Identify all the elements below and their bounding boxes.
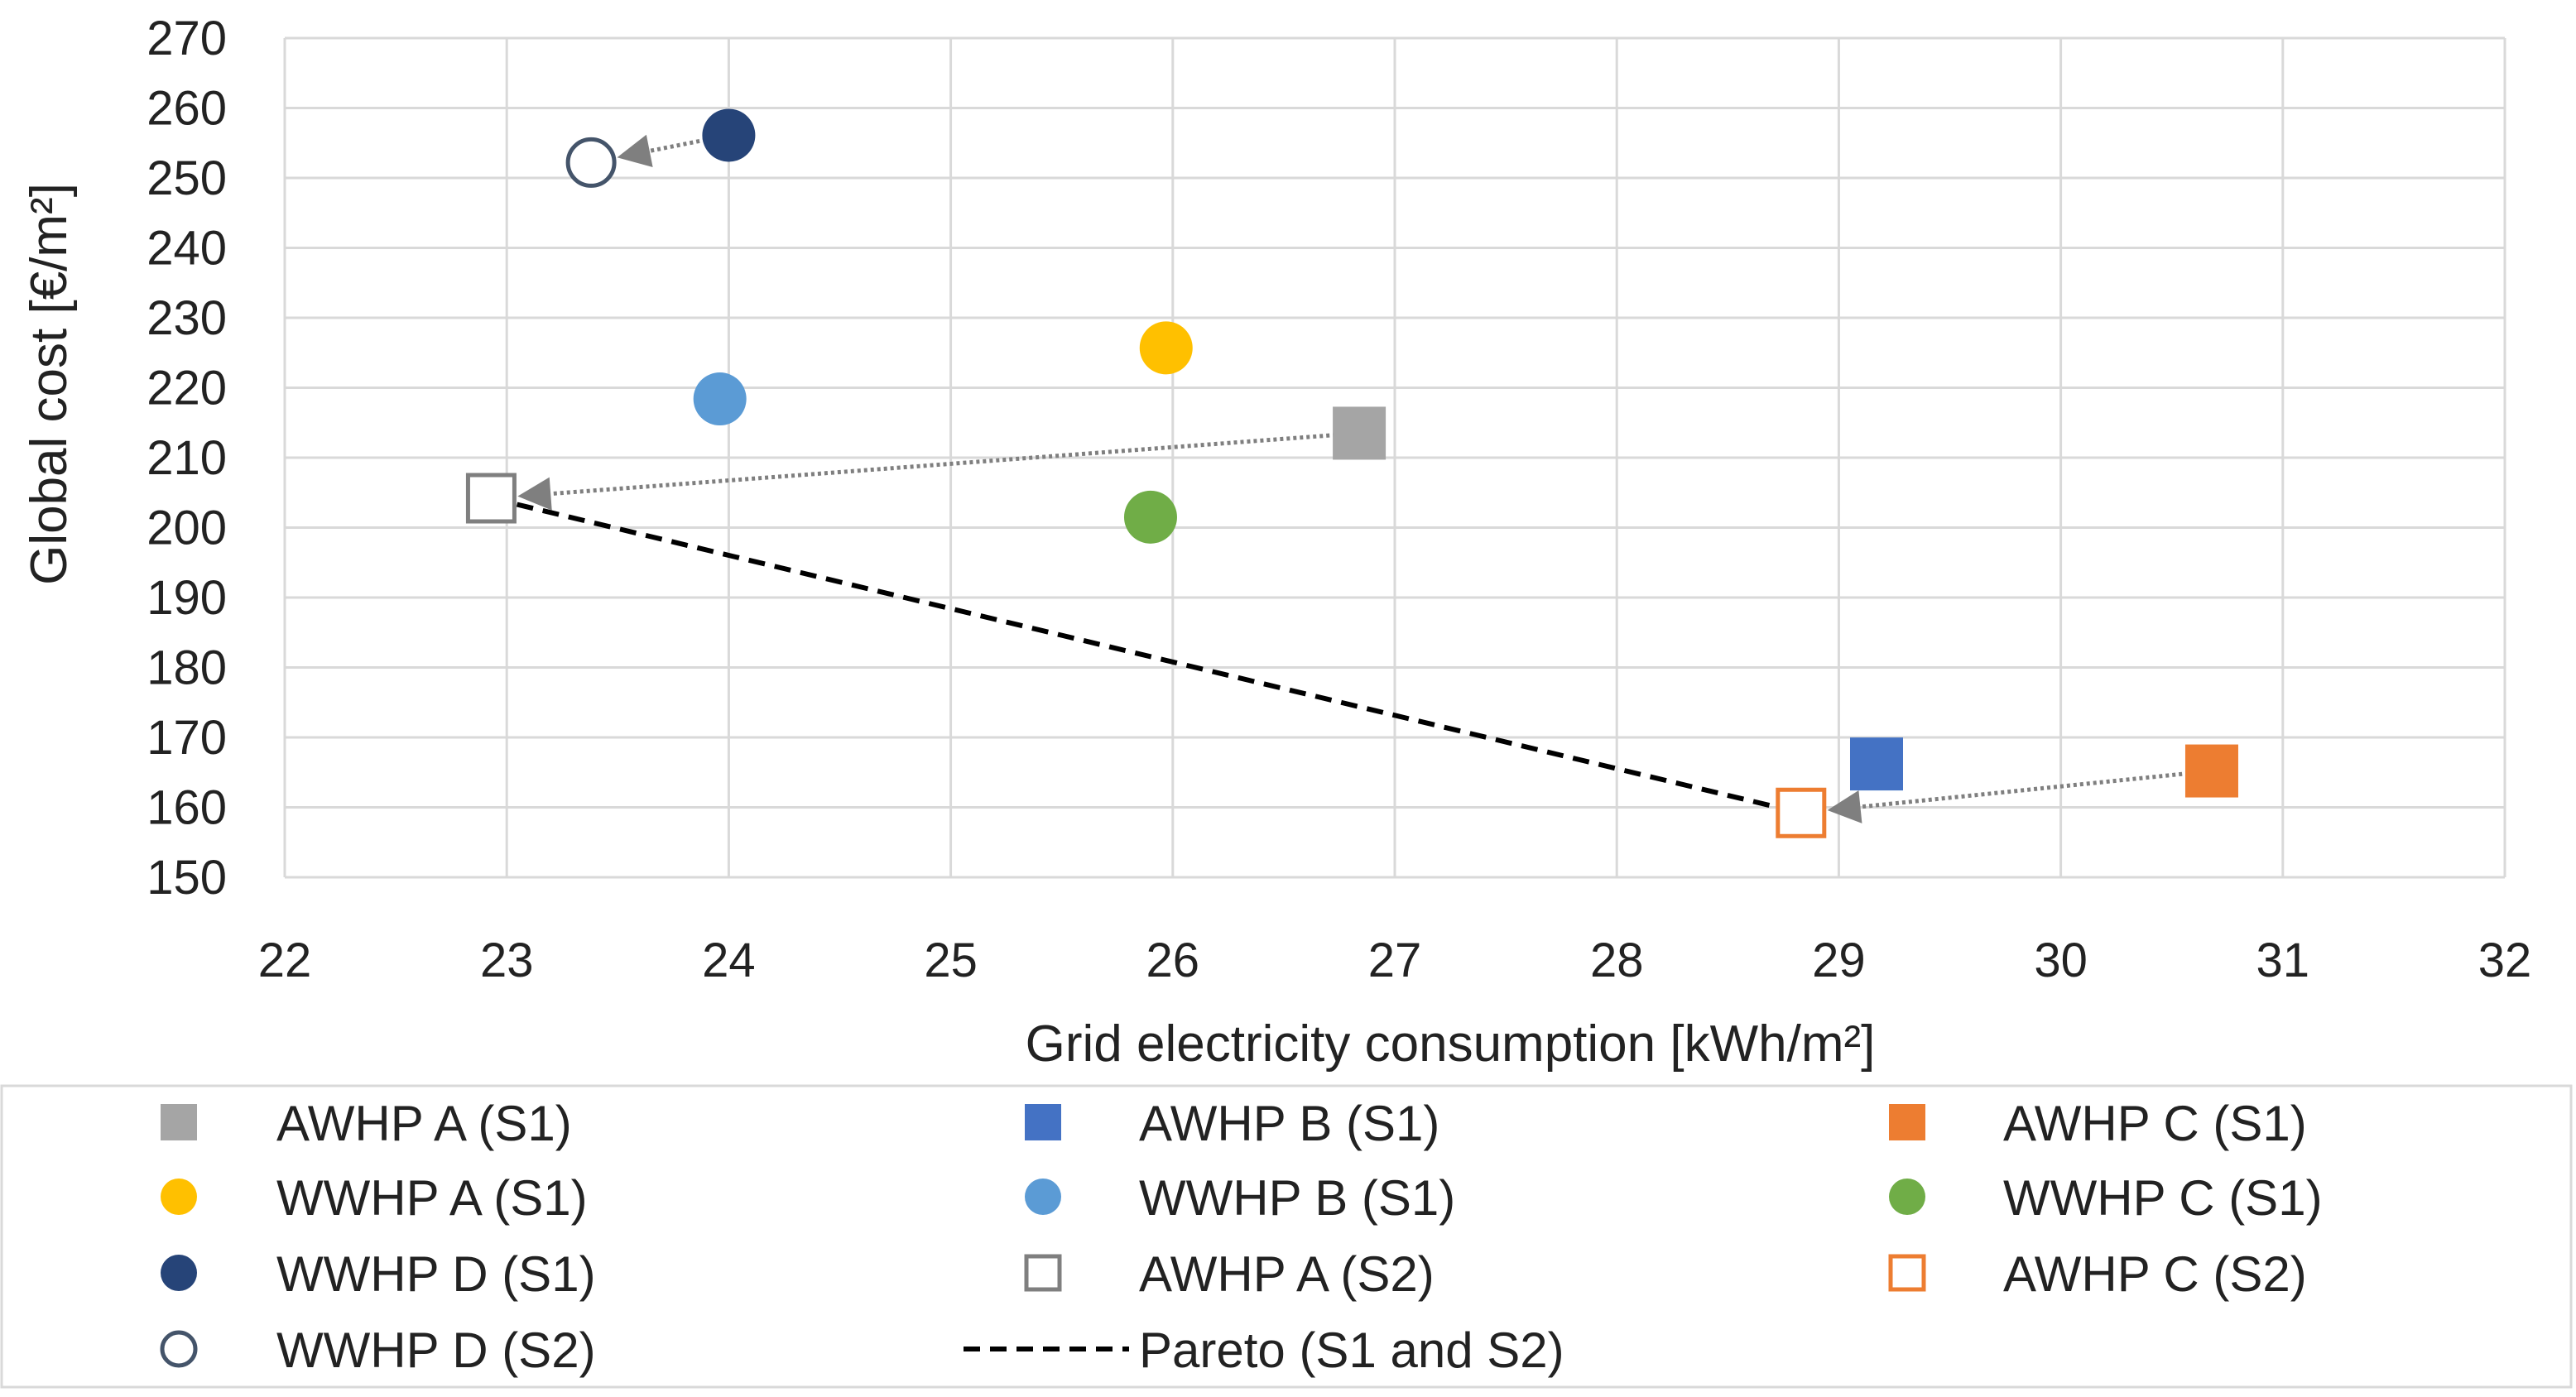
shift-arrowhead bbox=[517, 477, 552, 511]
shift-arrow-line bbox=[1860, 771, 2189, 809]
legend-label: WWHP D (S1) bbox=[276, 1246, 596, 1302]
y-tick-label: 160 bbox=[147, 781, 227, 835]
x-tick-label: 31 bbox=[2256, 934, 2310, 987]
y-tick-label: 180 bbox=[147, 641, 227, 695]
data-point-wwhp-c-s1 bbox=[1123, 490, 1177, 544]
legend-marker bbox=[1888, 1254, 1926, 1292]
pareto-and-arrows bbox=[490, 134, 2189, 823]
shift-arrowhead bbox=[617, 134, 653, 168]
data-points bbox=[465, 108, 2238, 838]
data-point-awhp-c-s1 bbox=[2184, 744, 2238, 798]
legend-marker bbox=[1025, 1104, 1061, 1140]
legend-item: WWHP D (S2) bbox=[160, 1323, 596, 1378]
legend-item: WWHP A (S1) bbox=[161, 1170, 588, 1226]
legend-label: WWHP C (S1) bbox=[2003, 1170, 2323, 1226]
legend-label: AWHP A (S2) bbox=[1139, 1246, 1435, 1302]
data-point-awhp-b-s1 bbox=[1849, 737, 1903, 791]
x-tick-label: 29 bbox=[1812, 934, 1866, 987]
legend-marker bbox=[1889, 1179, 1925, 1215]
legend-marker bbox=[1024, 1254, 1062, 1292]
y-tick-label: 230 bbox=[147, 291, 227, 345]
x-tick-label: 24 bbox=[702, 934, 756, 987]
y-tick-label: 200 bbox=[147, 502, 227, 555]
x-tick-label: 22 bbox=[258, 934, 312, 987]
y-tick-label: 270 bbox=[147, 12, 227, 65]
x-tick-label: 25 bbox=[924, 934, 978, 987]
pareto-line bbox=[490, 496, 1802, 816]
legend: AWHP A (S1) AWHP B (S1) AWHP C (S1) WWHP A … bbox=[160, 1096, 2323, 1378]
legend-item: AWHP C (S2) bbox=[1888, 1246, 2307, 1302]
y-tick-label: 260 bbox=[147, 82, 227, 136]
legend-marker bbox=[161, 1104, 197, 1140]
y-tick-label: 170 bbox=[147, 711, 227, 765]
x-tick-label: 30 bbox=[2034, 934, 2088, 987]
legend-item: AWHP B (S1) bbox=[1025, 1096, 1439, 1151]
legend-marker bbox=[161, 1179, 197, 1215]
legend-marker bbox=[1025, 1179, 1061, 1215]
y-tick-label: 150 bbox=[147, 851, 227, 905]
shift-arrow-line bbox=[649, 137, 707, 153]
y-tick-label: 210 bbox=[147, 431, 227, 485]
legend-label: WWHP D (S2) bbox=[276, 1323, 596, 1378]
legend-item: Pareto (S1 and S2) bbox=[964, 1323, 1564, 1378]
legend-item: AWHP C (S1) bbox=[1889, 1096, 2307, 1151]
legend-label: Pareto (S1 and S2) bbox=[1139, 1323, 1564, 1378]
legend-marker bbox=[160, 1330, 198, 1368]
legend-box bbox=[0, 1084, 2573, 1389]
legend-label: AWHP C (S1) bbox=[2003, 1096, 2307, 1151]
y-tick-label: 190 bbox=[147, 571, 227, 625]
y-axis-title: Global cost [€/m²] bbox=[21, 183, 78, 585]
data-point-wwhp-b-s1 bbox=[693, 372, 747, 426]
shift-arrow-line bbox=[550, 433, 1337, 497]
legend-label: AWHP B (S1) bbox=[1139, 1096, 1439, 1151]
legend-label: AWHP A (S1) bbox=[276, 1096, 572, 1151]
y-tick-label: 220 bbox=[147, 362, 227, 415]
x-tick-label: 28 bbox=[1590, 934, 1644, 987]
data-point-awhp-c-s2 bbox=[1776, 787, 1827, 838]
legend-label: AWHP C (S2) bbox=[2003, 1246, 2307, 1302]
legend-marker bbox=[1889, 1104, 1925, 1140]
x-axis-title: Grid electricity consumption [kWh/m²] bbox=[1026, 1015, 1876, 1073]
legend-item: WWHP C (S1) bbox=[1889, 1170, 2323, 1226]
data-point-awhp-a-s2 bbox=[465, 473, 517, 524]
data-point-wwhp-a-s1 bbox=[1139, 321, 1193, 375]
data-point-wwhp-d-s1 bbox=[702, 108, 756, 162]
legend-item: WWHP B (S1) bbox=[1025, 1170, 1455, 1226]
y-tick-label: 240 bbox=[147, 222, 227, 276]
grid bbox=[283, 36, 2506, 879]
x-tick-label: 32 bbox=[2478, 934, 2532, 987]
data-point-awhp-a-s1 bbox=[1333, 406, 1387, 460]
legend-label: WWHP A (S1) bbox=[276, 1170, 588, 1226]
legend-marker bbox=[161, 1255, 197, 1291]
shift-arrowhead bbox=[1827, 790, 1862, 823]
x-tick-label: 26 bbox=[1146, 934, 1200, 987]
legend-item: AWHP A (S2) bbox=[1024, 1246, 1435, 1302]
x-tick-label: 23 bbox=[480, 934, 534, 987]
x-tick-label: 27 bbox=[1368, 934, 1422, 987]
legend-label: WWHP B (S1) bbox=[1139, 1170, 1455, 1226]
legend-item: WWHP D (S1) bbox=[161, 1246, 596, 1302]
tick-labels: 22 23 24 25 26 27 28 29 30 31 32 150 160 170 180 190 200… bbox=[147, 12, 2531, 987]
legend-item: AWHP A (S1) bbox=[161, 1096, 572, 1151]
data-point-wwhp-d-s2 bbox=[565, 137, 617, 188]
y-tick-label: 250 bbox=[147, 151, 227, 205]
